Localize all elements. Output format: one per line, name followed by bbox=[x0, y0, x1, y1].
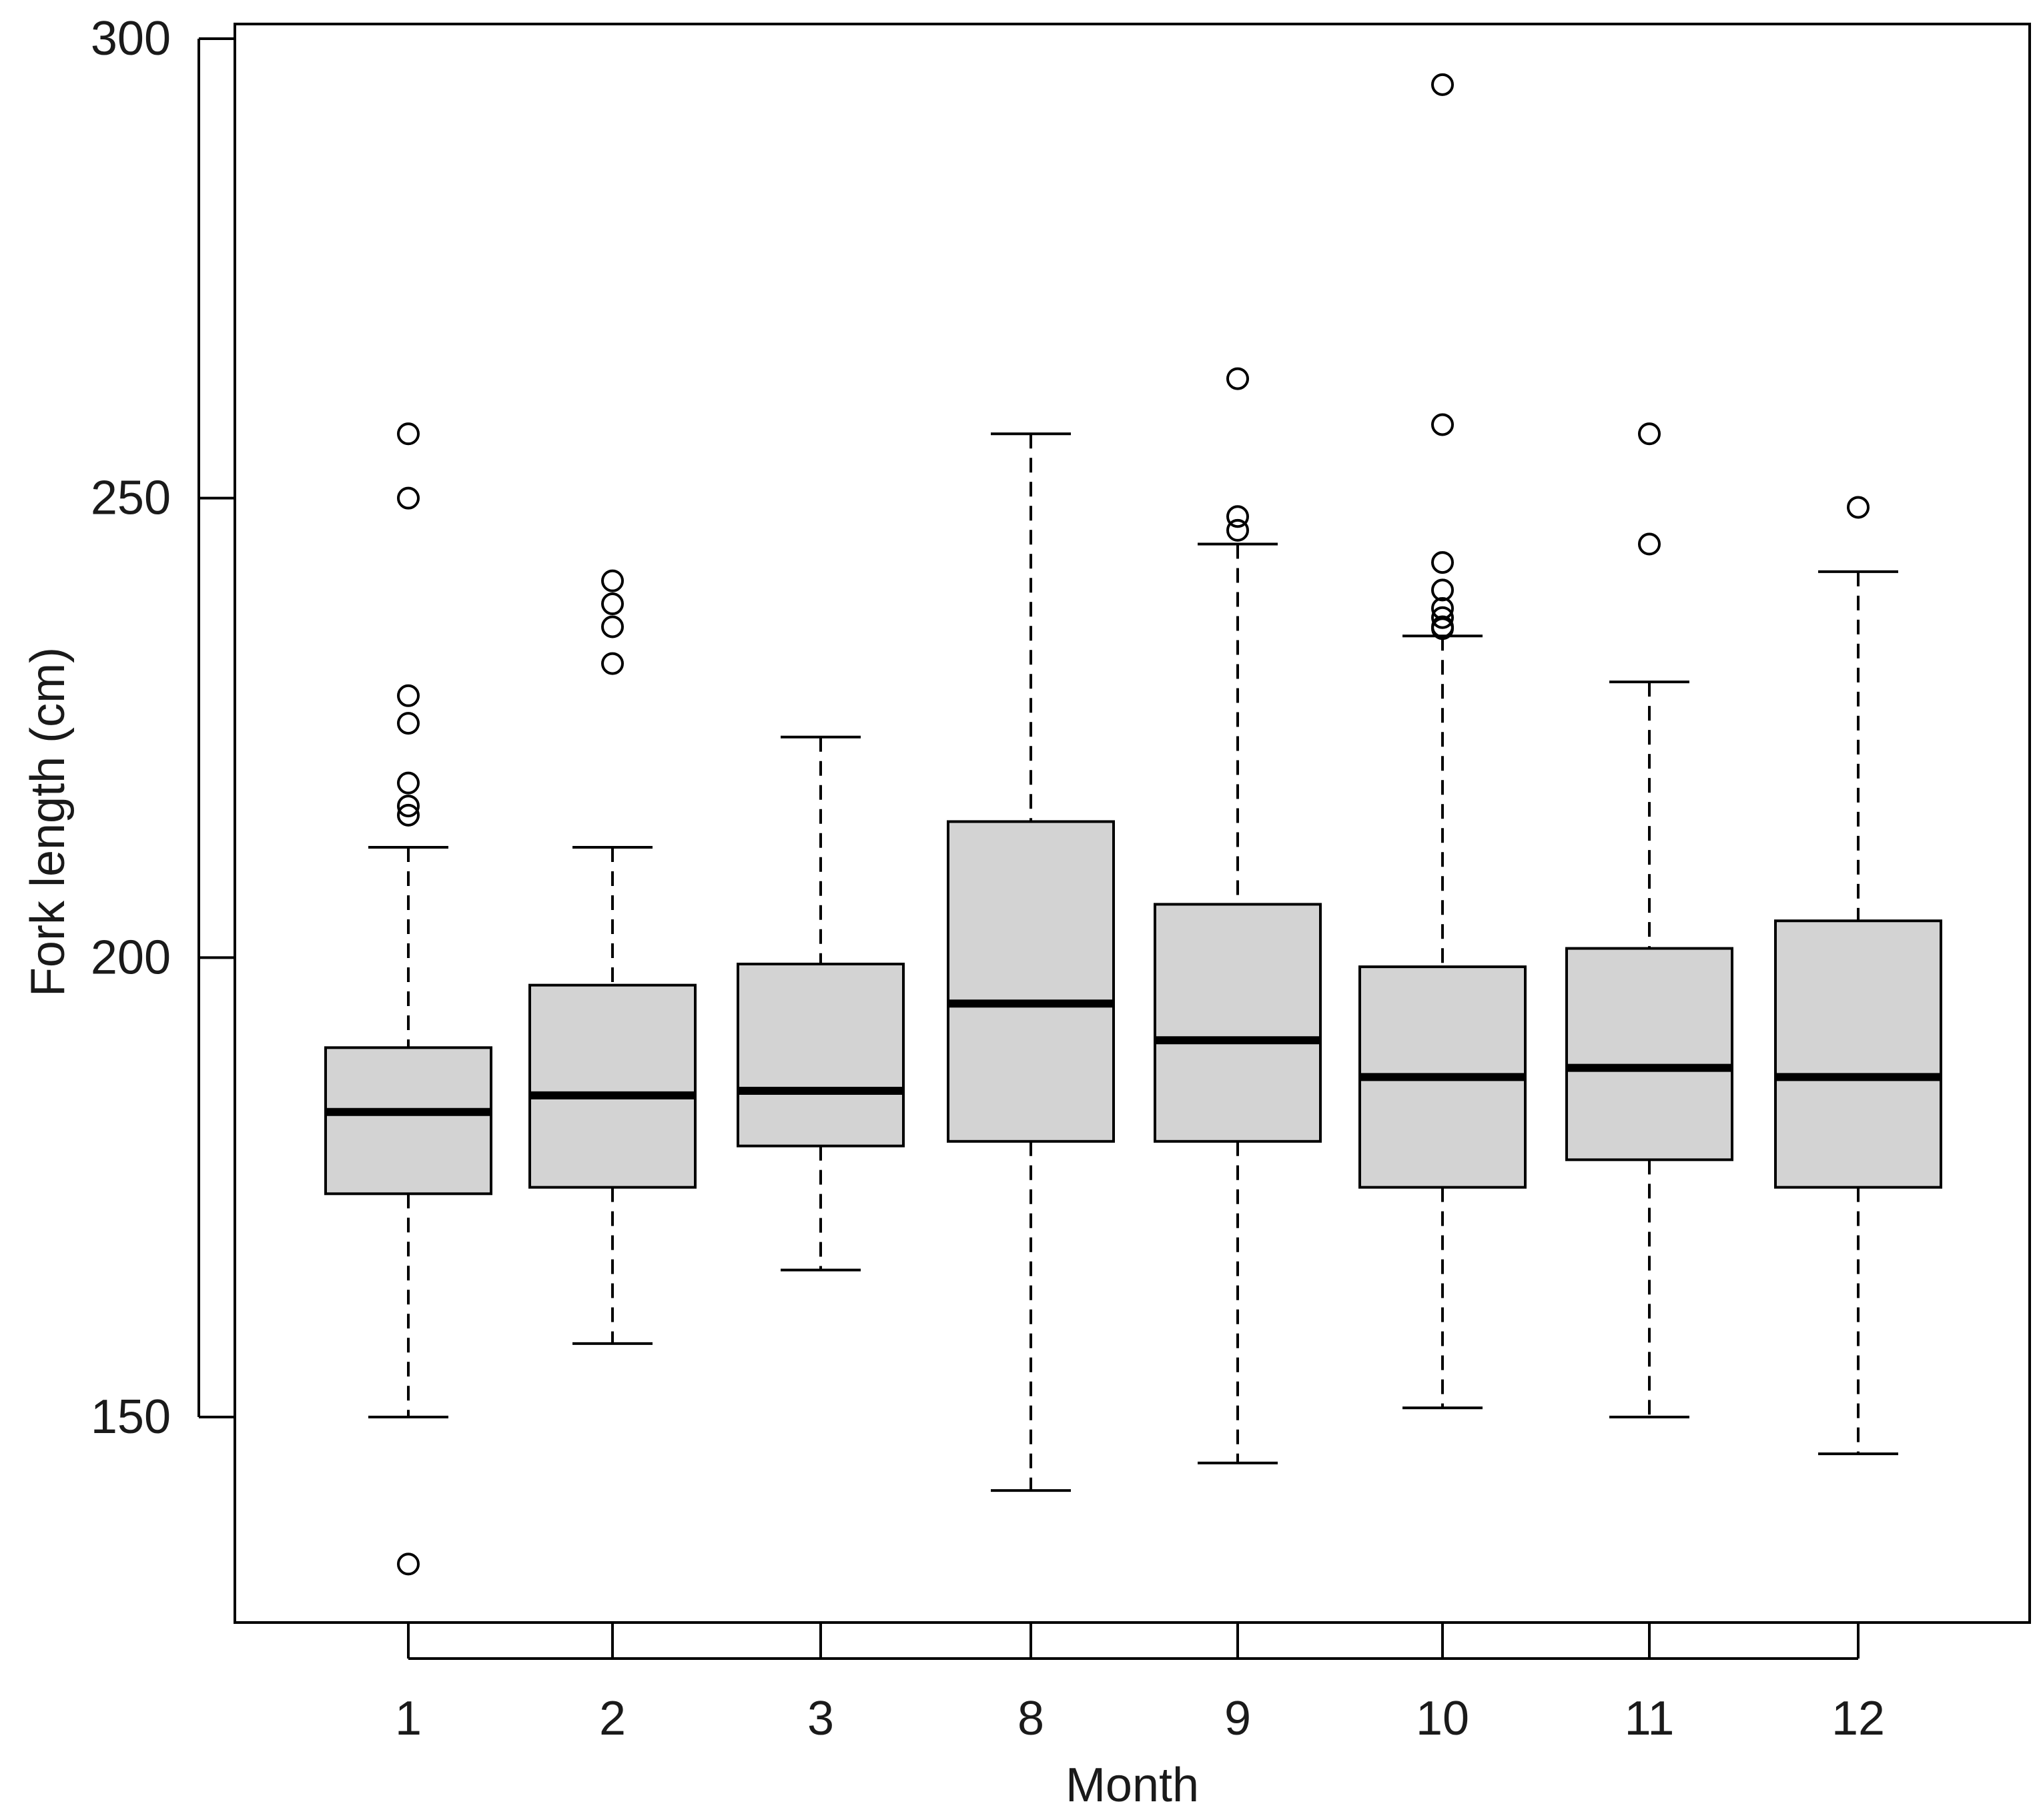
outlier-point bbox=[1638, 532, 1661, 556]
outlier-point bbox=[1226, 518, 1249, 542]
x-tick-label: 1 bbox=[395, 1692, 422, 1745]
iqr-box bbox=[737, 962, 905, 1148]
outlier-point bbox=[1638, 422, 1661, 446]
outlier-point bbox=[397, 712, 420, 735]
box-month-11 bbox=[1565, 422, 1733, 1418]
iqr-box bbox=[1565, 947, 1733, 1162]
x-tick-label: 9 bbox=[1224, 1692, 1251, 1745]
y-axis: 150 200 250 300 bbox=[91, 12, 235, 1444]
x-axis-label: Month bbox=[1066, 1759, 1199, 1812]
outlier-point bbox=[601, 592, 624, 616]
x-tick-label: 3 bbox=[807, 1692, 834, 1745]
iqr-box bbox=[528, 983, 697, 1189]
y-tick-label: 200 bbox=[91, 931, 171, 984]
outlier-point bbox=[1431, 551, 1454, 574]
box-series bbox=[324, 73, 1942, 1576]
outlier-point bbox=[397, 803, 420, 827]
outlier-point bbox=[1431, 606, 1454, 629]
x-tick-label: 12 bbox=[1831, 1692, 1885, 1745]
iqr-box bbox=[324, 1046, 492, 1196]
y-tick-label: 300 bbox=[91, 12, 171, 65]
iqr-box bbox=[947, 820, 1115, 1143]
outlier-point bbox=[1847, 496, 1870, 519]
outlier-point bbox=[1431, 578, 1454, 602]
outlier-point bbox=[397, 795, 420, 818]
box-month-12 bbox=[1774, 496, 1942, 1456]
outlier-point bbox=[1431, 617, 1454, 640]
outlier-point bbox=[397, 684, 420, 707]
outlier-point bbox=[1226, 505, 1249, 528]
outlier-point bbox=[397, 1552, 420, 1576]
box-month-1 bbox=[324, 422, 492, 1576]
box-month-8 bbox=[947, 432, 1115, 1492]
outlier-point bbox=[397, 422, 420, 446]
y-tick-label: 150 bbox=[91, 1390, 171, 1444]
x-tick-label: 10 bbox=[1416, 1692, 1469, 1745]
outlier-point bbox=[1431, 413, 1454, 436]
x-tick-label: 11 bbox=[1625, 1692, 1675, 1745]
plot-frame bbox=[234, 23, 2031, 1624]
box-month-10 bbox=[1358, 73, 1527, 1410]
box-month-3 bbox=[737, 735, 905, 1272]
x-tick-label: 2 bbox=[599, 1692, 626, 1745]
outlier-point bbox=[397, 771, 420, 795]
outlier-point bbox=[601, 652, 624, 675]
box-month-9 bbox=[1154, 367, 1322, 1464]
outlier-point bbox=[1431, 73, 1454, 96]
x-axis: 1 2 3 8 9 10 11 12 bbox=[395, 1623, 1885, 1745]
y-tick-label: 250 bbox=[91, 472, 171, 525]
iqr-box bbox=[1154, 903, 1322, 1143]
outlier-point bbox=[397, 486, 420, 510]
x-tick-label: 8 bbox=[1017, 1692, 1044, 1745]
outlier-point bbox=[601, 569, 624, 592]
y-axis-label: Fork length (cm) bbox=[21, 647, 75, 997]
outlier-point bbox=[1226, 367, 1249, 390]
box-month-2 bbox=[528, 569, 697, 1345]
outlier-point bbox=[601, 615, 624, 638]
iqr-box bbox=[1774, 919, 1942, 1189]
